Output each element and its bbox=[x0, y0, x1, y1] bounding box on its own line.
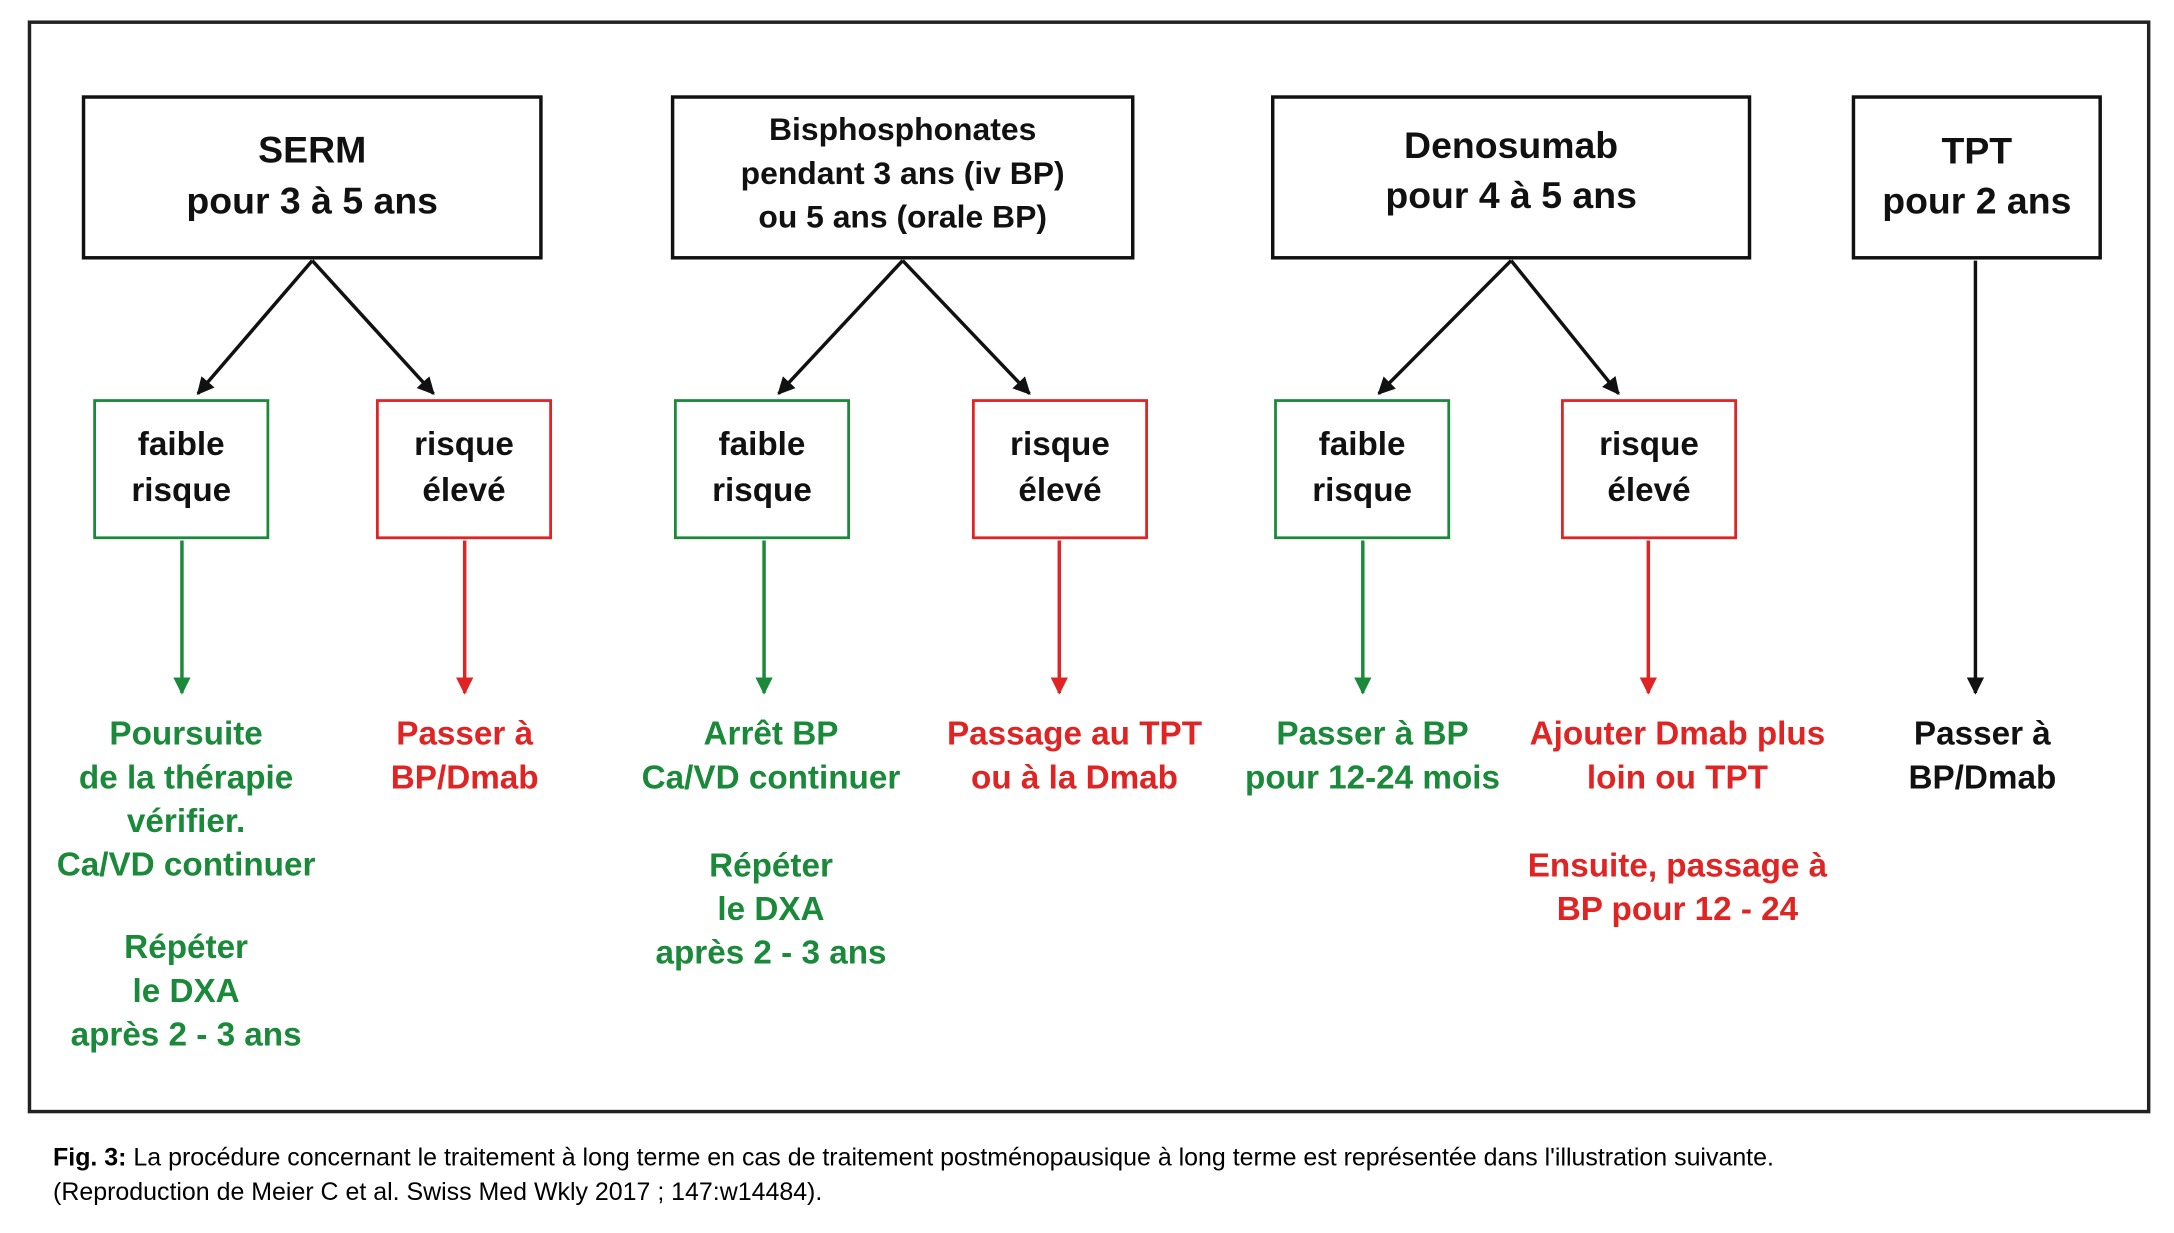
header-text: pour 4 à 5 ans bbox=[1385, 174, 1637, 216]
header-text: ou 5 ans (orale BP) bbox=[758, 198, 1047, 234]
low-risk-action: après 2 - 3 ans bbox=[71, 1017, 302, 1054]
header-text: Denosumab bbox=[1404, 124, 1618, 166]
header-text: TPT bbox=[1941, 130, 2012, 172]
box bbox=[670, 95, 1135, 260]
risk-label: risque bbox=[131, 472, 231, 509]
high-risk-action: ou à la Dmab bbox=[971, 759, 1178, 796]
caption-source: (Reproduction de Meier C et al. Swiss Me… bbox=[53, 1178, 822, 1206]
tpt-action: Passer à bbox=[1914, 716, 2051, 753]
arrow bbox=[777, 259, 904, 395]
risk-label: faible bbox=[719, 426, 806, 463]
low-risk-action: Poursuite bbox=[109, 716, 262, 753]
header-text: pour 2 ans bbox=[1882, 180, 2071, 222]
risk-label: faible bbox=[138, 426, 225, 463]
header-text: Bisphosphonates bbox=[769, 111, 1036, 147]
box bbox=[1851, 95, 2102, 260]
high-risk-action: Passage au TPT bbox=[947, 716, 1202, 753]
box bbox=[93, 399, 270, 540]
box bbox=[1561, 399, 1738, 540]
low-risk-action: Répéter bbox=[709, 847, 833, 884]
risk-label: élevé bbox=[1018, 472, 1101, 509]
tpt-action: BP/Dmab bbox=[1908, 759, 2056, 796]
risk-label: risque bbox=[712, 472, 812, 509]
risk-label: élevé bbox=[422, 472, 505, 509]
risk-label: risque bbox=[1010, 426, 1110, 463]
low-risk-action: vérifier. bbox=[127, 803, 245, 840]
low-risk-action: Ca/VD continuer bbox=[57, 847, 316, 884]
box bbox=[971, 399, 1148, 540]
arrow bbox=[901, 259, 1031, 395]
header-text: pendant 3 ans (iv BP) bbox=[741, 155, 1065, 191]
high-risk-action: Passer à bbox=[396, 716, 533, 753]
low-risk-action: Ca/VD continuer bbox=[642, 759, 901, 796]
frame bbox=[27, 20, 2151, 1114]
low-risk-action: Passer à BP bbox=[1276, 716, 1468, 753]
header-text: SERM bbox=[258, 128, 366, 170]
box bbox=[81, 95, 543, 260]
risk-label: faible bbox=[1319, 426, 1406, 463]
box bbox=[375, 399, 553, 540]
low-risk-action: Répéter bbox=[124, 929, 248, 966]
box bbox=[1274, 399, 1451, 540]
high-risk-action: Ensuite, passage à bbox=[1528, 847, 1828, 884]
box bbox=[673, 399, 850, 540]
caption-text: La procédure concernant le traitement à … bbox=[133, 1143, 1774, 1171]
risk-label: risque bbox=[414, 426, 514, 463]
low-risk-action: le DXA bbox=[717, 891, 824, 928]
risk-label: risque bbox=[1599, 426, 1699, 463]
caption: Fig. 3: La procédure concernant le traite… bbox=[53, 1143, 1774, 1171]
caption-label: Fig. 3: bbox=[53, 1143, 126, 1171]
high-risk-action: BP pour 12 - 24 bbox=[1557, 891, 1799, 928]
box bbox=[1270, 95, 1752, 260]
risk-label: risque bbox=[1312, 472, 1412, 509]
low-risk-action: pour 12-24 mois bbox=[1245, 759, 1500, 796]
high-risk-action: BP/Dmab bbox=[391, 759, 539, 796]
arrow bbox=[310, 259, 435, 395]
arrow bbox=[1509, 259, 1620, 395]
low-risk-action: après 2 - 3 ans bbox=[655, 935, 886, 972]
header-text: pour 3 à 5 ans bbox=[186, 180, 438, 222]
risk-label: élevé bbox=[1607, 472, 1690, 509]
low-risk-action: de la thérapie bbox=[79, 759, 293, 796]
low-risk-action: Arrêt BP bbox=[704, 716, 839, 753]
high-risk-action: loin ou TPT bbox=[1587, 759, 1768, 796]
arrow bbox=[1377, 259, 1513, 395]
arrow bbox=[196, 259, 314, 395]
low-risk-action: le DXA bbox=[133, 973, 240, 1010]
high-risk-action: Ajouter Dmab plus bbox=[1530, 716, 1826, 753]
